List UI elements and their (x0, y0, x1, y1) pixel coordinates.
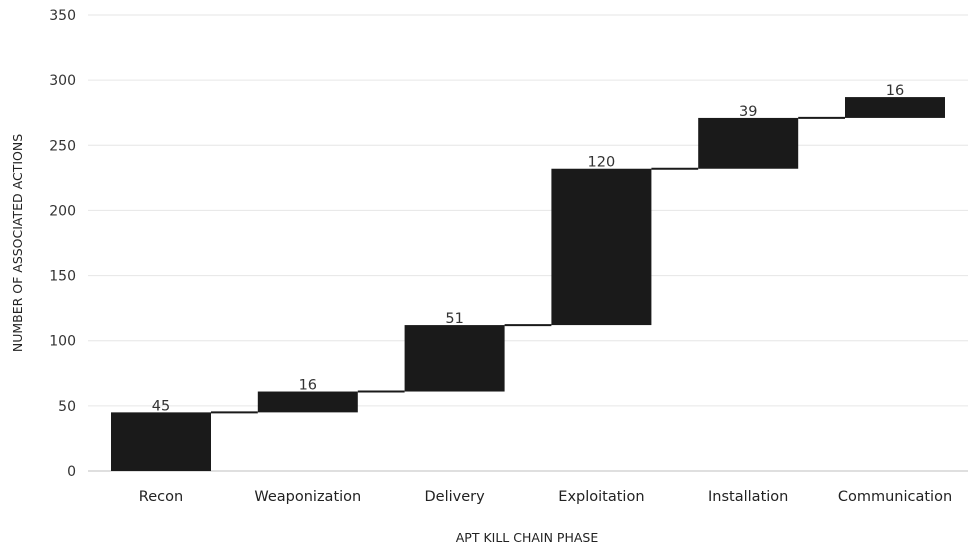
data-label: 120 (588, 155, 616, 171)
x-tick-label: Weaponization (254, 489, 361, 505)
bar (111, 412, 211, 471)
bar (257, 391, 358, 413)
x-tick-label: Installation (708, 489, 788, 505)
y-axis-ticks: 0 50 100 150 200 250 300 350 (49, 8, 76, 480)
x-axis-title: APT KILL CHAIN PHASE (456, 530, 599, 545)
y-tick-label: 350 (49, 8, 76, 24)
y-tick-label: 200 (49, 203, 76, 219)
y-tick-label: 0 (67, 464, 76, 480)
x-tick-label: Recon (139, 489, 183, 505)
connectors (211, 116, 845, 414)
bar (404, 325, 505, 392)
data-label: 51 (445, 311, 463, 327)
bar (698, 117, 799, 169)
x-tick-label: Communication (838, 489, 952, 505)
y-tick-label: 150 (49, 269, 76, 285)
x-tick-label: Exploitation (558, 489, 644, 505)
data-label: 16 (299, 378, 317, 394)
y-tick-label: 100 (49, 334, 76, 350)
x-axis-categories: Recon Weaponization Delivery Exploitation In… (139, 489, 952, 505)
y-tick-label: 300 (49, 73, 76, 89)
bars (111, 97, 945, 471)
data-label: 16 (886, 83, 904, 99)
bar (845, 97, 945, 118)
y-tick-label: 250 (49, 138, 76, 154)
data-label: 45 (152, 398, 170, 414)
data-labels: 45 16 51 120 39 16 (152, 83, 904, 414)
y-axis-title: NUMBER OF ASSOCIATED ACTIONS (10, 134, 25, 352)
x-tick-label: Delivery (424, 489, 485, 505)
bar (551, 168, 652, 326)
y-tick-label: 50 (58, 399, 76, 415)
gridlines (88, 14, 968, 472)
data-label: 39 (739, 104, 757, 120)
